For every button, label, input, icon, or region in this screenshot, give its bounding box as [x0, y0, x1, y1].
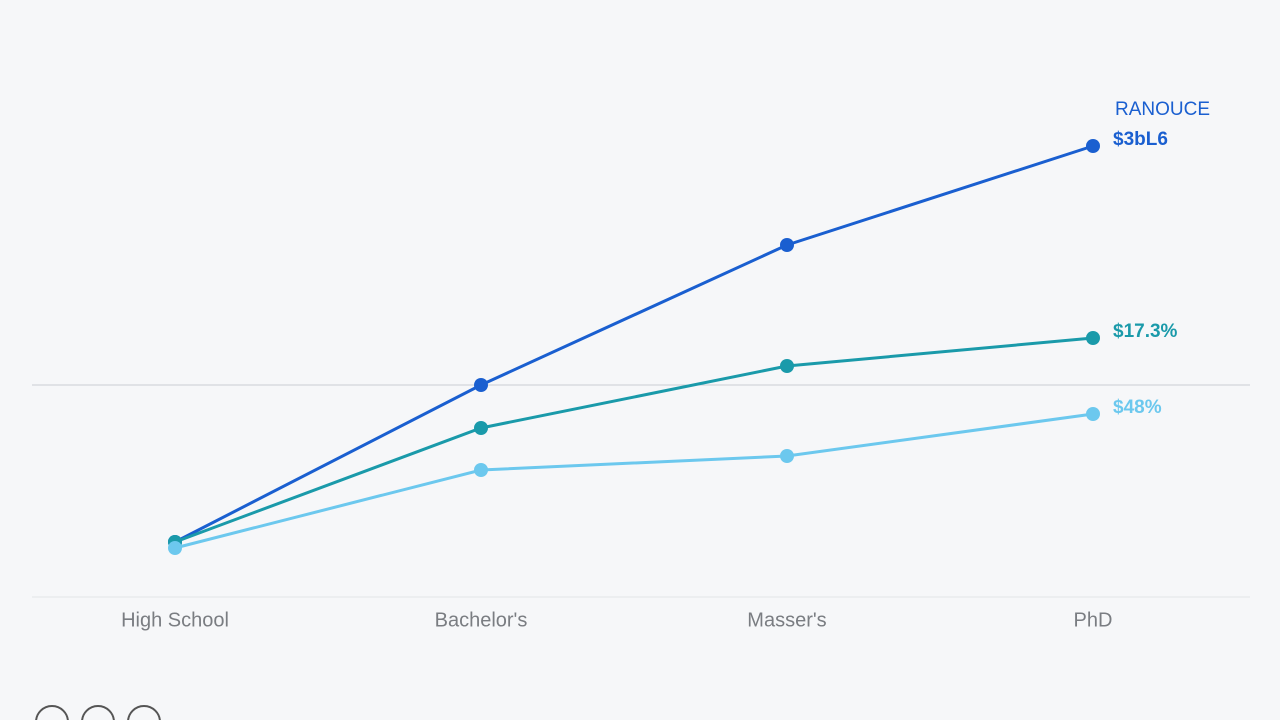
- point: [1086, 139, 1100, 153]
- x-tick-label: Bachelor's: [435, 609, 528, 631]
- end-label: $3bL6: [1113, 129, 1168, 150]
- point: [168, 541, 182, 555]
- point: [780, 359, 794, 373]
- icon: [81, 705, 115, 720]
- point: [474, 378, 488, 392]
- series-line: [174, 412, 1094, 550]
- footer-icons: [35, 705, 161, 720]
- icon: [127, 705, 161, 720]
- end-label: $17.3%: [1113, 321, 1178, 342]
- point: [474, 421, 488, 435]
- series-line: [174, 144, 1094, 544]
- point: [780, 449, 794, 463]
- x-tick-label: High School: [121, 609, 229, 631]
- point: [1086, 407, 1100, 421]
- icon: [35, 705, 69, 720]
- point: [1086, 331, 1100, 345]
- annotation: RANOUCE: [1115, 99, 1210, 120]
- series-line: [174, 336, 1094, 544]
- point: [474, 463, 488, 477]
- point: [780, 238, 794, 252]
- end-label: $48%: [1113, 397, 1162, 418]
- x-tick-label: Masser's: [747, 609, 826, 631]
- x-tick-label: PhD: [1074, 609, 1113, 631]
